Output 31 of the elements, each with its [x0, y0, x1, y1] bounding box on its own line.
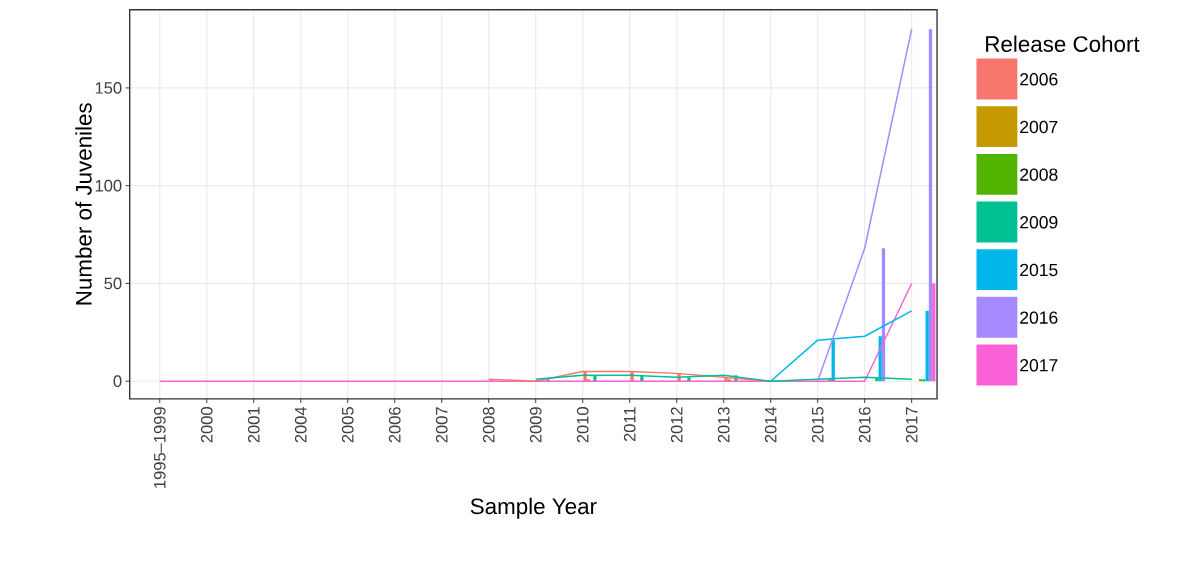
- x-tick-label: 2014: [764, 406, 777, 443]
- y-tick-label: 150: [95, 82, 122, 94]
- x-tick-label: 2011: [623, 407, 636, 442]
- x-axis-title: Sample Year: [470, 497, 597, 519]
- legend-label: 2015: [1020, 263, 1058, 277]
- y-tick-label: 50: [104, 277, 122, 290]
- x-tick-label: 2010: [576, 407, 589, 443]
- x-tick-label: 2008: [482, 407, 495, 443]
- legend-label: 2008: [1020, 168, 1058, 181]
- y-tick-label: 0: [113, 375, 122, 388]
- x-tick-label: 2006: [388, 407, 401, 443]
- x-tick-label: 2013: [717, 407, 730, 443]
- y-tick-label: 100: [95, 179, 122, 192]
- x-tick-label: 1995–1999: [153, 407, 166, 488]
- x-tick-label: 2005: [341, 407, 354, 443]
- x-tick-label: 2012: [670, 407, 683, 443]
- x-tick-label: 2007: [435, 407, 448, 443]
- x-tick-label: 2017: [905, 407, 918, 443]
- legend-label: 2009: [1020, 216, 1058, 229]
- y-axis-title: Number of Juveniles: [75, 103, 92, 305]
- x-tick-label: 2000: [200, 407, 213, 443]
- x-tick-label: 2001: [247, 407, 260, 443]
- legend-label: 2007: [1020, 120, 1058, 134]
- legend-title: Release Cohort: [986, 35, 1140, 52]
- legend-label: 2006: [1020, 73, 1058, 86]
- x-tick-label: 2016: [858, 407, 871, 443]
- x-tick-label: 2015: [811, 407, 824, 443]
- legend-label: 2016: [1020, 311, 1058, 324]
- x-tick-label: 2004: [294, 406, 307, 443]
- x-tick-label: 2009: [529, 407, 542, 443]
- legend-label: 2017: [1020, 359, 1058, 372]
